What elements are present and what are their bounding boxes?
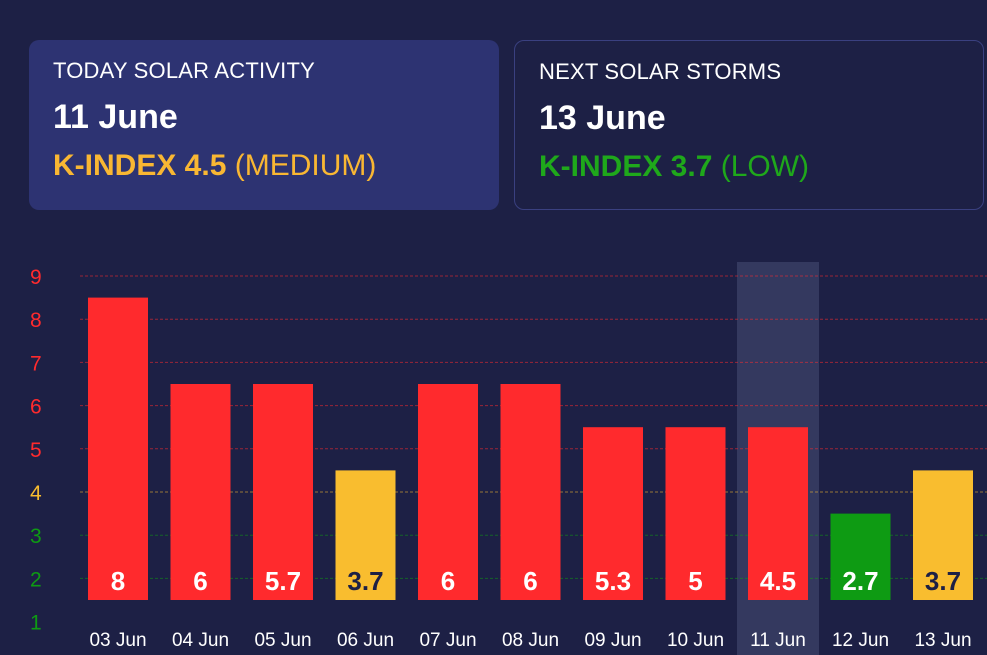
bar-value-label: 5	[688, 566, 702, 596]
today-kindex-level: (MEDIUM)	[234, 149, 377, 182]
next-kindex-value: K-INDEX 3.7	[539, 150, 713, 183]
bar-11-jun[interactable]	[748, 427, 808, 600]
bar-value-label: 3.7	[347, 566, 383, 596]
x-tick-label: 11 Jun	[750, 630, 806, 651]
x-tick-label: 12 Jun	[832, 630, 889, 651]
y-tick-label: 7	[30, 352, 42, 375]
x-tick-label: 06 Jun	[337, 630, 394, 651]
today-kindex-value: K-INDEX 4.5	[53, 149, 227, 182]
bar-07-jun[interactable]	[418, 384, 478, 600]
bar-value-label: 8	[111, 566, 125, 596]
today-date: 11 June	[53, 98, 178, 136]
x-tick-label: 03 Jun	[89, 630, 146, 651]
x-tick-label: 05 Jun	[254, 630, 311, 651]
y-tick-label: 5	[30, 439, 42, 462]
bar-10-jun[interactable]	[665, 427, 726, 600]
next-label: NEXT SOLAR STORMS	[539, 59, 782, 84]
bar-value-label: 4.5	[760, 566, 796, 596]
y-tick-label: 3	[30, 525, 42, 548]
bar-value-label: 5.7	[265, 566, 301, 596]
bar-09-jun[interactable]	[583, 427, 643, 600]
kindex-bar-chart: 1 2 3 4 5 6 7 8 9 8 03 Jun 6 04 Jun 5.7 05 Jun 3.7 06 Ju…	[30, 262, 987, 655]
x-tick-label: 08 Jun	[502, 630, 559, 651]
bar-13-jun[interactable]	[913, 470, 973, 600]
bar-value-label: 3.7	[925, 566, 961, 596]
bar-12-jun[interactable]	[830, 513, 891, 600]
today-label: TODAY SOLAR ACTIVITY	[53, 58, 315, 83]
x-tick-label: 04 Jun	[172, 630, 229, 651]
bar-value-label: 6	[441, 566, 455, 596]
bar-value-label: 6	[193, 566, 207, 596]
today-kindex: K-INDEX 4.5 (MEDIUM)	[53, 149, 475, 183]
x-tick-label: 09 Jun	[584, 630, 641, 651]
x-tick-label: 07 Jun	[419, 630, 476, 651]
y-tick-label: 9	[30, 266, 42, 289]
today-activity-card[interactable]: TODAY SOLAR ACTIVITY 11 June K-INDEX 4.5…	[29, 40, 499, 210]
y-tick-label: 6	[30, 396, 42, 419]
x-tick-label: 10 Jun	[667, 630, 724, 651]
next-date: 13 June	[539, 99, 666, 137]
x-tick-label: 13 Jun	[914, 630, 971, 651]
y-tick-label: 4	[30, 482, 42, 505]
bar-03-jun[interactable]	[88, 297, 148, 600]
next-kindex-level: (LOW)	[720, 150, 810, 183]
next-storms-card[interactable]: NEXT SOLAR STORMS 13 June K-INDEX 3.7 (L…	[514, 40, 984, 210]
next-kindex: K-INDEX 3.7 (LOW)	[539, 150, 959, 184]
y-tick-label: 2	[30, 568, 42, 591]
y-tick-label: 8	[30, 309, 42, 332]
bar-value-label: 2.7	[842, 566, 878, 596]
bar-05-jun[interactable]	[253, 384, 313, 600]
bar-04-jun[interactable]	[170, 384, 231, 600]
bar-value-label: 5.3	[595, 566, 631, 596]
bar-value-label: 6	[523, 566, 537, 596]
y-tick-label: 1	[30, 612, 42, 635]
bar-06-jun[interactable]	[335, 470, 396, 600]
bar-08-jun[interactable]	[500, 384, 561, 600]
